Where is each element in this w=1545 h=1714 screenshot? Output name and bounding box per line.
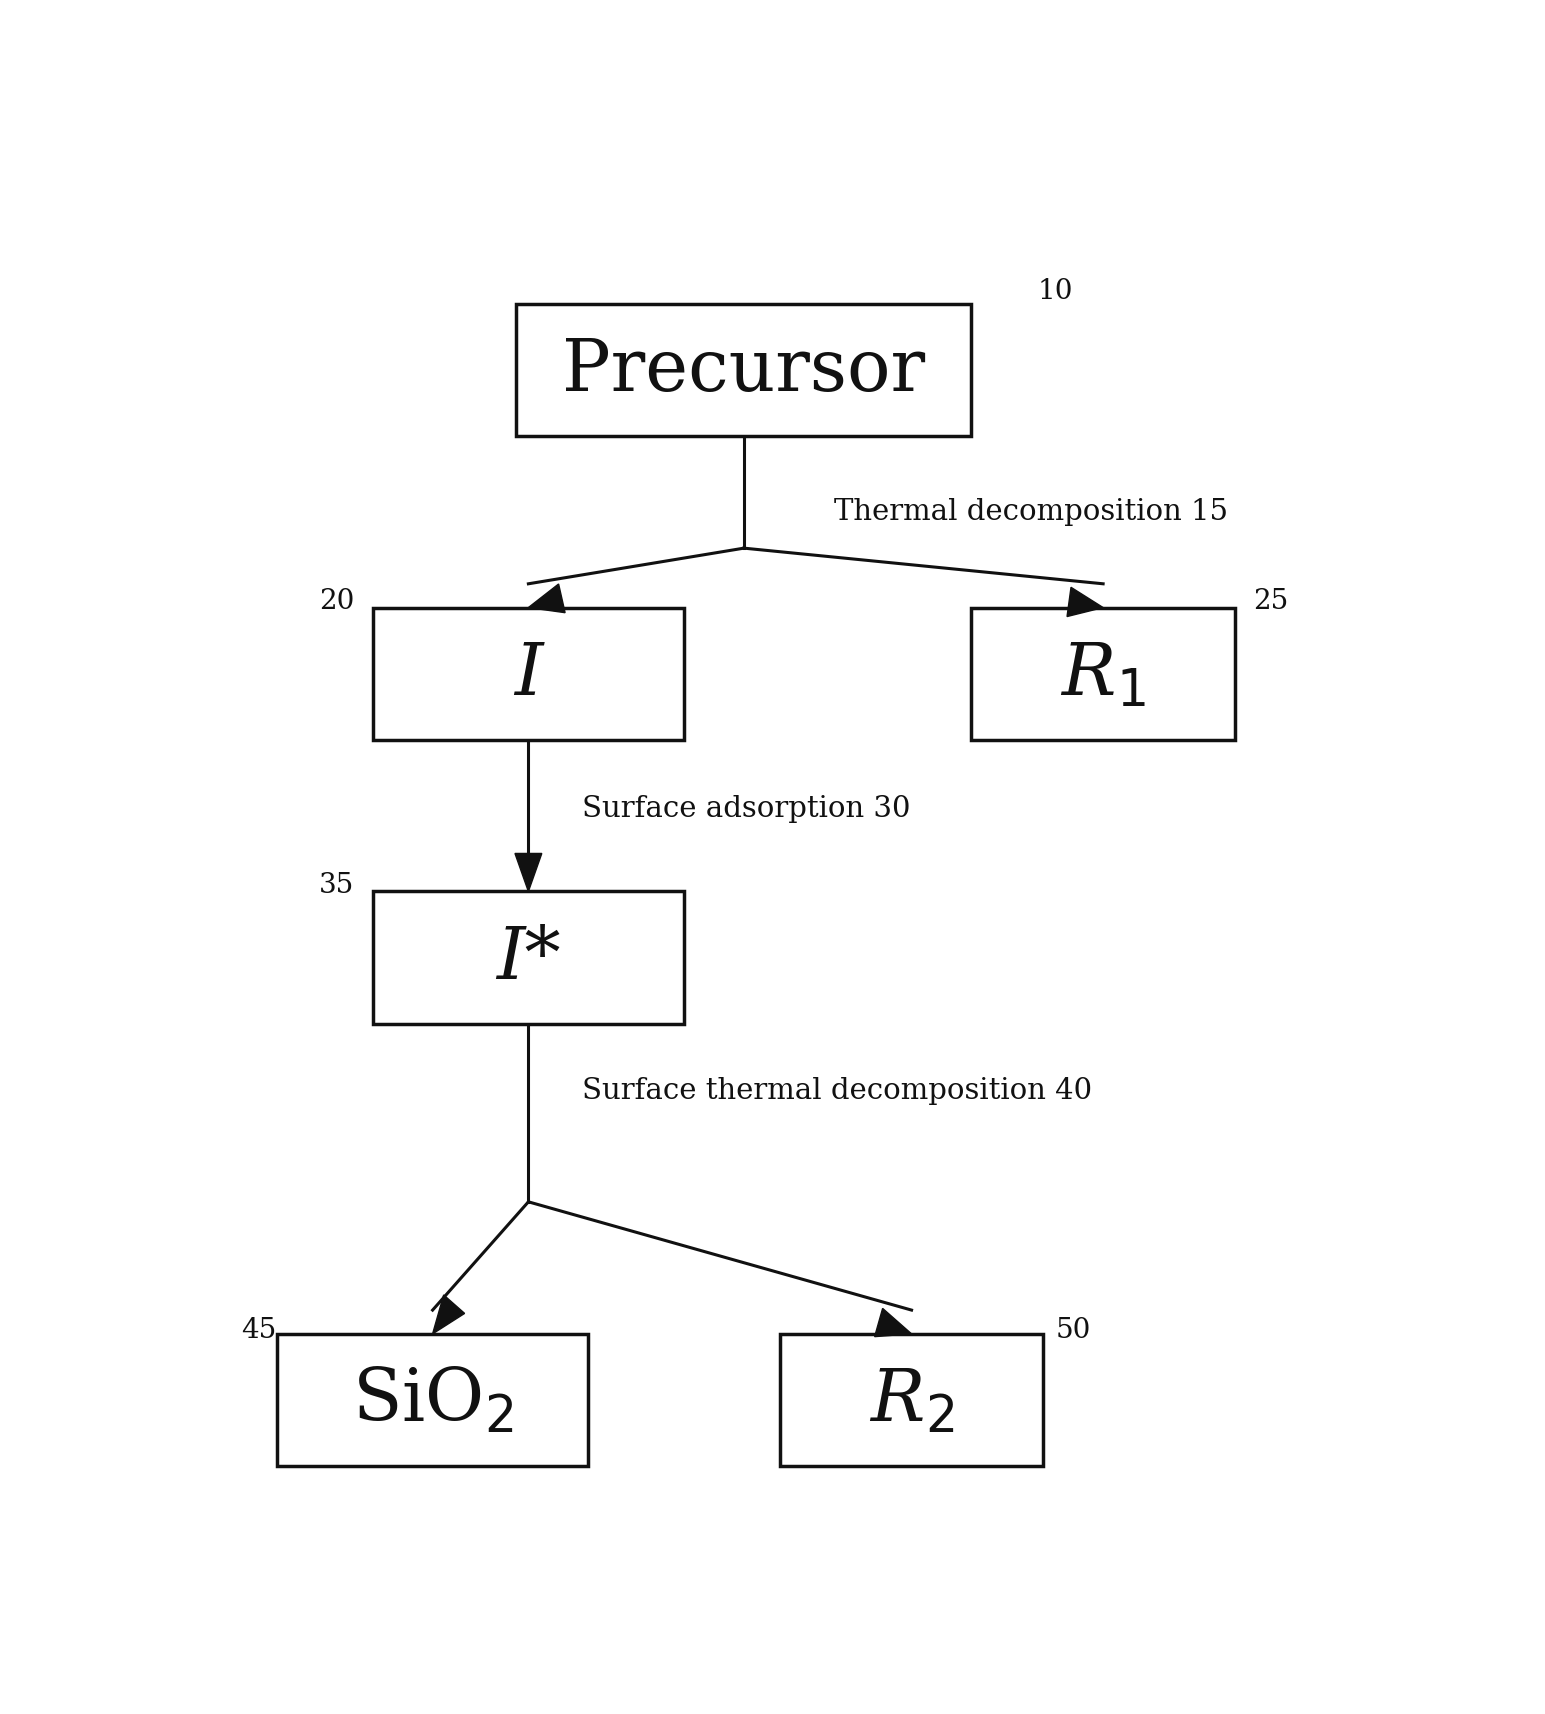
Text: 45: 45	[241, 1316, 277, 1344]
Text: 10: 10	[1038, 278, 1072, 305]
Polygon shape	[874, 1309, 912, 1337]
Bar	[516, 305, 972, 437]
Bar	[372, 891, 684, 1023]
Text: 20: 20	[320, 588, 354, 615]
Text: 35: 35	[320, 872, 354, 898]
Text: 50: 50	[1055, 1316, 1091, 1344]
Text: R$_2$: R$_2$	[868, 1364, 955, 1435]
Text: Surface adsorption 30: Surface adsorption 30	[582, 795, 910, 823]
Text: R$_1$: R$_1$	[1060, 639, 1146, 710]
Polygon shape	[514, 854, 542, 891]
Text: Precursor: Precursor	[562, 336, 925, 406]
Text: 25: 25	[1253, 588, 1289, 615]
Text: I*: I*	[496, 922, 561, 992]
Polygon shape	[433, 1296, 465, 1333]
Bar	[277, 1333, 589, 1465]
Bar	[780, 1333, 1043, 1465]
Bar	[372, 608, 684, 740]
Text: SiO$_2$: SiO$_2$	[352, 1364, 513, 1435]
Text: Thermal decomposition 15: Thermal decomposition 15	[834, 497, 1228, 526]
Polygon shape	[1068, 588, 1103, 617]
Bar	[972, 608, 1234, 740]
Text: Surface thermal decomposition 40: Surface thermal decomposition 40	[582, 1076, 1092, 1104]
Text: I: I	[514, 639, 542, 710]
Polygon shape	[528, 584, 565, 614]
